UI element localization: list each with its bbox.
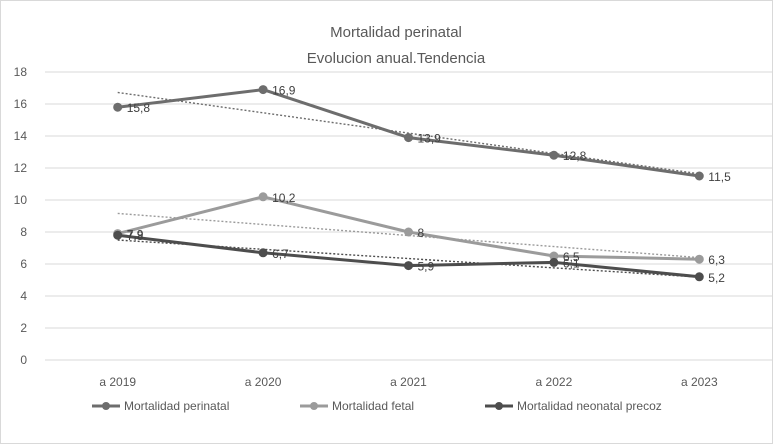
y-tick-label: 6 xyxy=(20,257,27,271)
y-tick-label: 10 xyxy=(14,193,28,207)
x-axis-ticks: a 2019 a 2020 a 2021 a 2022 a 2023 xyxy=(99,375,718,389)
y-tick-label: 16 xyxy=(14,97,28,111)
y-tick-label: 8 xyxy=(20,225,27,239)
trendlines xyxy=(117,91,700,278)
data-label: 15,8 xyxy=(127,101,151,115)
trendline xyxy=(117,212,700,259)
y-tick-label: 14 xyxy=(14,129,28,143)
data-point xyxy=(694,272,704,282)
data-label: 5,9 xyxy=(418,260,435,274)
legend-label: Mortalidad neonatal precoz xyxy=(517,399,662,413)
y-tick-label: 18 xyxy=(14,65,28,79)
data-point xyxy=(258,85,268,95)
x-tick-label: a 2020 xyxy=(245,375,282,389)
data-label: 10,2 xyxy=(272,191,296,205)
data-label: 13,9 xyxy=(418,132,442,146)
x-tick-label: a 2019 xyxy=(99,375,136,389)
legend-label: Mortalidad fetal xyxy=(332,399,414,413)
data-point xyxy=(258,248,268,258)
data-label: 8 xyxy=(418,226,425,240)
data-label: 16,9 xyxy=(272,84,296,98)
legend-swatch-marker xyxy=(495,402,503,410)
x-tick-label: a 2022 xyxy=(536,375,573,389)
data-point xyxy=(404,261,413,271)
data-label: 6,3 xyxy=(708,253,725,267)
y-tick-label: 12 xyxy=(14,161,28,175)
data-point xyxy=(694,171,704,181)
data-point xyxy=(549,257,559,267)
legend-label: Mortalidad perinatal xyxy=(124,399,229,413)
y-axis-ticks: 0 2 4 6 8 10 12 14 16 18 xyxy=(14,65,28,367)
data-point xyxy=(404,227,413,237)
x-tick-label: a 2021 xyxy=(390,375,427,389)
data-point xyxy=(694,254,704,264)
data-labels: 15,8 16,9 13,9 12,8 11,5 7,9 10,2 8 6,5 6,3 7,8 6,7… xyxy=(127,84,731,285)
x-tick-label: a 2023 xyxy=(681,375,718,389)
data-label: 7,8 xyxy=(127,229,144,243)
data-label: 5,2 xyxy=(708,271,725,285)
data-point xyxy=(113,102,123,112)
data-label: 6,5 xyxy=(563,250,580,264)
chart-subtitle: Evolucion anual.Tendencia xyxy=(307,50,486,67)
data-label: 7,9 xyxy=(127,228,144,242)
data-point xyxy=(258,192,268,202)
series-lines xyxy=(113,85,704,282)
data-point xyxy=(549,150,559,160)
data-point xyxy=(113,230,123,240)
chart-title: Mortalidad perinatal xyxy=(330,24,462,41)
data-label: 6,7 xyxy=(272,247,289,261)
data-label: 11,5 xyxy=(708,170,731,184)
legend-swatch-marker xyxy=(310,402,318,410)
legend: Mortalidad perinatal Mortalidad fetal Mort… xyxy=(92,399,662,413)
data-point xyxy=(404,133,413,143)
data-label: 6,1 xyxy=(563,256,580,270)
y-tick-label: 2 xyxy=(20,321,27,335)
y-tick-label: 4 xyxy=(20,289,27,303)
legend-swatch-marker xyxy=(102,402,110,410)
y-tick-label: 0 xyxy=(20,353,27,367)
data-label: 12,8 xyxy=(563,149,587,163)
